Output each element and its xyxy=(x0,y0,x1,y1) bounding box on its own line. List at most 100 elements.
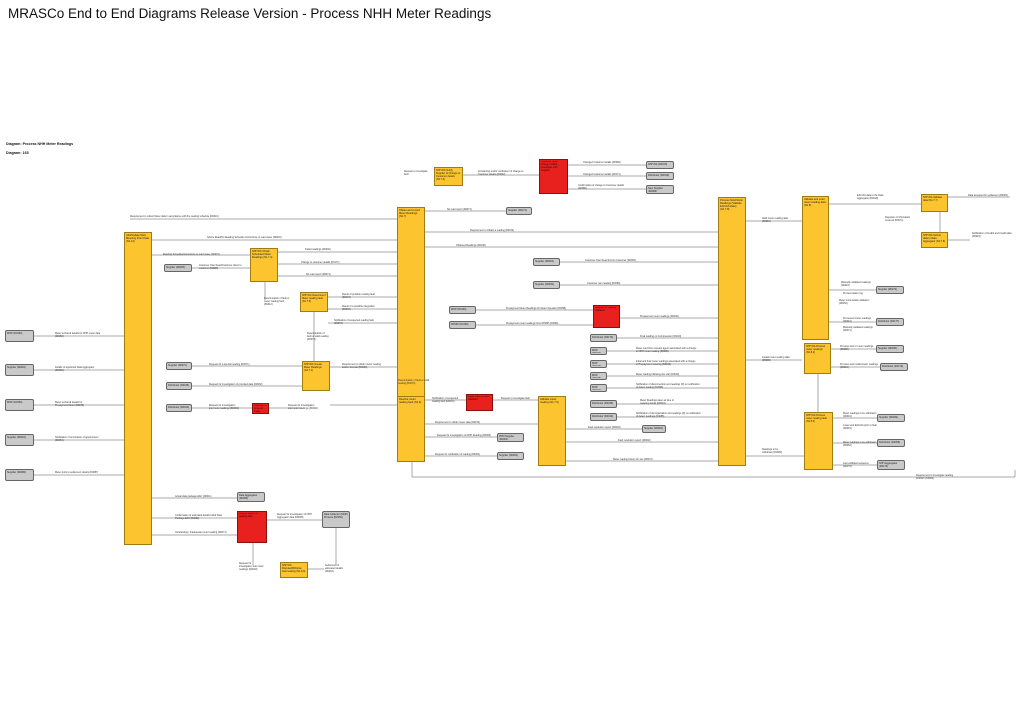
flow-label: EAC/AA data to the Data Aggregator (D001… xyxy=(857,194,884,200)
flow-label: Request for a special reading (D0071) xyxy=(209,363,250,366)
flow-label: Fault resolution report (D0004) xyxy=(588,426,621,429)
flow-label: Meter readings to be withdrawn (D0001) xyxy=(843,412,877,418)
flow-label: Manually validated readings (D0024) xyxy=(841,281,871,287)
ext-nhh-aggregator: NHH Aggregator (D0170) xyxy=(877,460,905,470)
ext-supplier-d: Supplier (D0004) xyxy=(533,258,560,266)
flow-label: Requirement to investigate reading probl… xyxy=(916,474,954,480)
box-process-mr-update: NHH DA Process meter readings (N1.8.2) xyxy=(804,343,831,374)
flow-label: Notification of suspected reading fault … xyxy=(432,397,459,403)
flow-label: Request for investigation of NHH Aggrega… xyxy=(277,513,312,519)
ext-supplier-left-3: Supplier (D0086) xyxy=(5,469,34,481)
flow-label: Outstanding / Inadequate meter reading (… xyxy=(175,531,227,534)
flow-label: Meter reading following site visit (D001… xyxy=(636,373,680,376)
ext-distributor-r2: Distributor (D0179) xyxy=(880,363,908,371)
ext-data-aggregator: Data Aggregator (D0095) xyxy=(237,492,265,502)
box-submit-data-aggregator: NHH DA Submit data to Data Aggregator (N… xyxy=(921,232,948,248)
page-title: MRASCo End to End Diagrams Release Versi… xyxy=(8,6,492,21)
flow-label: Obtained Readings (D0010) xyxy=(456,244,486,247)
flow-label: Customer Own Read/Customer direct to cus… xyxy=(199,264,242,270)
flow-label: No read report (D0071) xyxy=(306,273,331,276)
ext-supplier-r3: Supplier (D0199) xyxy=(877,414,905,422)
flow-label: Readings to be withdrawn (D0002) xyxy=(762,448,783,454)
flow-label: Meter point details validation (D0152) xyxy=(839,299,870,305)
flow-label: Initial and final meter readings associa… xyxy=(636,360,696,366)
flow-label: Meter read from relevant agent associate… xyxy=(636,347,697,353)
flow-label: Forwarding and/or verification of change… xyxy=(478,170,524,176)
flow-label: Settlement of estimated details (D0204) xyxy=(325,564,343,573)
ext-supplier-r1: Supplier (D0179) xyxy=(876,286,904,294)
ext-nhh-da-a: NHH DA (D0015) xyxy=(646,161,674,169)
ext-distributor-r3: Distributor (D0095) xyxy=(877,439,905,447)
ext-supplier-r2: Supplier (D0036) xyxy=(876,345,904,353)
flow-label: Changed Customer details (D0171) xyxy=(583,173,621,176)
flow-label: Valid meter reading data (D0010) xyxy=(762,217,788,223)
ext-distributor-c: Distributor (D0036) xyxy=(590,400,617,408)
flow-label: Manually validated readings (D0071) xyxy=(843,326,873,332)
ext-ppm-supplier: PPM Supplier (D0001) xyxy=(497,433,524,442)
flow-label: Prepayment Meter Readings for Meter Oper… xyxy=(506,307,567,310)
ext-new-supplier: New Supplier (D0086) xyxy=(646,185,674,194)
flow-label: Notification of termination of appointme… xyxy=(55,436,99,442)
ext-mop-mid-5: MOP (D0001) xyxy=(590,384,607,392)
box-dispute-handle: NHH DC Dispute/Withdraw final reading (N… xyxy=(280,562,308,578)
flow-label: Customer own reading (D0086) xyxy=(587,282,621,285)
flow-label: Requirement to collect Meter data in acc… xyxy=(130,215,219,218)
ext-mop-mid-1: MOP (D0130) xyxy=(449,306,476,314)
red-customer-change: Customer detail change notified - invest… xyxy=(539,159,568,194)
red-reading-validated: Request for reading validated xyxy=(593,305,620,328)
ext-mop-mid-2: MOP (D0152) xyxy=(590,347,607,355)
flow-label: Meter reading history for site (D0072) xyxy=(613,458,653,461)
ext-supplier-e: Supplier (D0039) xyxy=(533,281,560,289)
ext-mop-left-2: MOP (D0150) xyxy=(5,399,34,411)
flow-label: Previous and or meter readings (D0086) xyxy=(840,345,874,351)
flow-label: Determination of fault or valid reading … xyxy=(398,379,430,385)
lane-resolve-fault: Resolve meter reading fault (N1.9) xyxy=(397,396,425,462)
flow-label: Request for notification of reading (D00… xyxy=(435,453,481,456)
flow-label: Confirmation of estimated details Initia… xyxy=(175,514,222,520)
ext-mop-left-1: MOP (D0150) xyxy=(5,330,34,342)
ext-supplier-g: Supplier (D0052) xyxy=(497,452,524,460)
flow-label: Result of a possible integration (D0072) xyxy=(342,305,375,311)
flow-label: Requirement to obtain meter reading and/… xyxy=(342,363,381,369)
flow-label: Last validated sequence (D0170) xyxy=(843,462,869,468)
flow-label: Details of appointed Data Aggregator (D0… xyxy=(55,366,95,372)
lane-validate-meter-reading: Validate meter reading (N1.7.9) xyxy=(538,396,566,466)
flow-label: Requirement to obtain meter data (D0152) xyxy=(435,421,480,424)
flow-label: Confirmation of change to Customer detai… xyxy=(578,184,624,190)
flow-label: Rejection of information received (D0071… xyxy=(885,216,911,222)
flow-label: Actual data package EAC (D0011) xyxy=(175,495,212,498)
ext-supplier-left-2: Supplier (D0010) xyxy=(5,434,34,446)
flow-label: Process failure log xyxy=(843,292,863,295)
ext-supplier-left-1: Supplier (D0010) xyxy=(5,364,34,376)
flow-label: No read report (D0071) xyxy=(447,208,472,211)
flow-label: Fault resolution report (D0002) xyxy=(618,439,651,442)
box-create-reading: NHH DC Create Meter Readings (N1.7.1) xyxy=(302,361,330,391)
flow-label: Invalid meter reading data (D0086) xyxy=(762,356,790,362)
flow-label: Request for investigation of provided da… xyxy=(209,383,263,386)
flow-label: Request for investigation into meter rea… xyxy=(239,562,264,571)
red-dispute: Dispute raised on reading data xyxy=(237,511,267,543)
flow-label: Data accepted for settlement (D0023) xyxy=(968,194,1008,197)
ext-distributor-mid: Distributor (D0170) xyxy=(590,334,617,342)
ext-mop-bottom: Data Collector (MOP) Process (D0152) xyxy=(322,511,350,528)
ext-supplier-a: Supplier (D0005) xyxy=(164,264,192,272)
red-failed-validation: Meter reading failed validation xyxy=(466,394,493,411)
flow-label: Meter point to settlement details (D0087… xyxy=(55,471,99,474)
flow-label: Previous and invalid meter readings (D00… xyxy=(840,363,879,369)
flow-label: Advice Read/No Reading Schedule Instruct… xyxy=(207,236,282,239)
flow-label: Reading Schedule/Instructions to read me… xyxy=(163,253,220,256)
ext-ppmip: PPMIP (D0196) xyxy=(449,321,476,329)
box-determine-reading-fault: NHH DC Determine if Meter reading fault … xyxy=(300,292,328,312)
flow-label: Prepayment meter readings (D0010) xyxy=(640,315,679,318)
lane-validate-enter-data: Validate and enter meter reading data (N… xyxy=(802,196,829,340)
ext-supplier-f: Supplier (D0002) xyxy=(642,425,666,433)
flow-label: Change to customer details (D0171) xyxy=(301,261,340,264)
lane-nhhdc-metering-point: Add/Update NHH Metering Point Data (N1.1… xyxy=(124,232,152,545)
flow-label: Notification of disconnection and readin… xyxy=(636,383,700,389)
flow-label: Determination of fault or valid reading … xyxy=(307,332,329,341)
flow-label: Notification of suspected reading fault … xyxy=(334,319,374,325)
flow-label: Meter technical details for Prepayment M… xyxy=(55,401,84,407)
ext-distributor-d: Distributor (D0010) xyxy=(590,413,617,421)
